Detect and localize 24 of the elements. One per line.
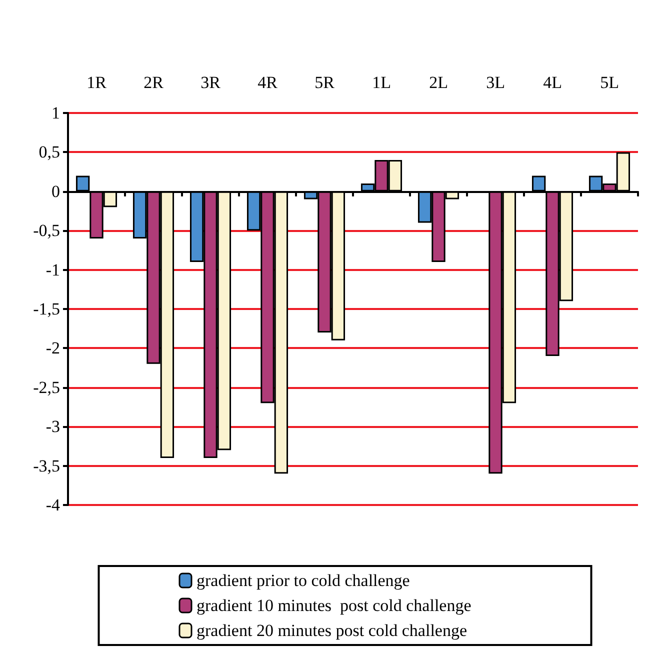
x-tick-label: 1L	[372, 73, 391, 92]
y-tick-label: 0	[52, 182, 60, 201]
x-tick-label: 4R	[258, 73, 278, 92]
x-tick-label: 4L	[543, 73, 562, 92]
y-tick-label: -2,5	[33, 378, 60, 397]
x-tick-label: 3R	[200, 73, 222, 92]
x-tick-label: 1R	[86, 73, 108, 92]
y-tick-label: -3,5	[33, 456, 60, 476]
y-tick-label: 0,5	[38, 142, 60, 162]
y-tick-label: -4	[46, 496, 60, 514]
legend-label: gradient 10 minutes post cold challenge	[196, 596, 472, 615]
y-tick-label: -3	[46, 417, 60, 436]
y-tick-label: -0,5	[33, 221, 60, 240]
legend-label: gradient 20 minutes post cold challenge	[196, 621, 468, 640]
y-tick-label: -2	[46, 338, 60, 358]
x-tick-label: 2L	[429, 73, 448, 92]
x-tick-label: 5L	[600, 73, 619, 92]
y-tick-label: -1,5	[33, 300, 60, 318]
x-tick-label: 5R	[314, 73, 336, 92]
y-tick-label: -1	[46, 260, 60, 280]
legend-label: gradient prior to cold challenge	[196, 571, 410, 590]
y-tick-label: 1	[52, 104, 60, 122]
x-tick-label: 2R	[144, 73, 164, 92]
x-tick-label: 3L	[486, 73, 505, 92]
